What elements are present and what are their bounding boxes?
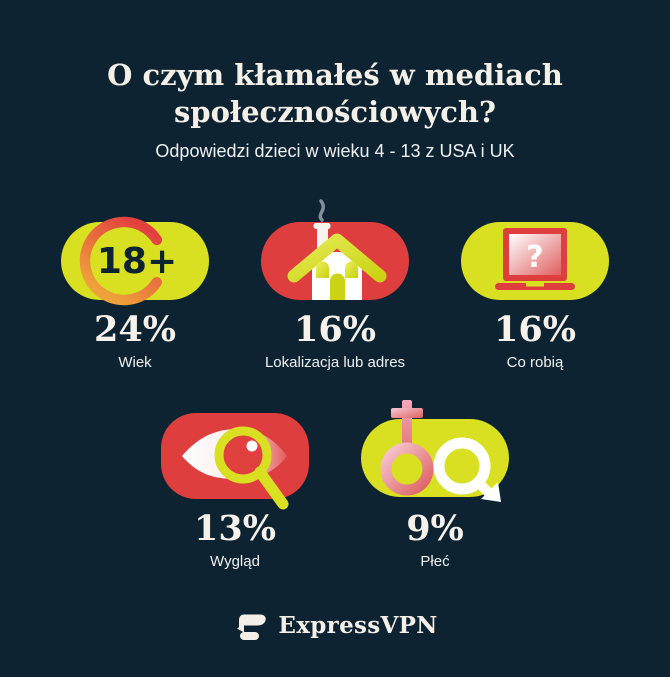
stat-value: 16% [494, 309, 576, 350]
title-line1: O czym kłamałeś w mediach [107, 58, 563, 92]
stat-card-activity: ? 16% Co robią [435, 194, 635, 372]
stat-value: 16% [294, 309, 376, 350]
age-icon-text: 18+ [97, 241, 177, 282]
stats-row-1: 18+ 24% Wiek [35, 194, 635, 372]
footer-brand: ExpressVPN [0, 608, 670, 643]
stat-value: 24% [94, 309, 176, 350]
laptop-question-icon: ? [461, 222, 609, 300]
stat-label: Co robią [506, 354, 564, 371]
stat-card-age: 18+ 24% Wiek [35, 194, 235, 372]
laptop-question-text: ? [526, 240, 543, 275]
stat-label: Lokalizacja lub adres [264, 354, 406, 371]
stats-row-2: 13% Wygląd [135, 395, 535, 571]
stat-label: Wiek [118, 354, 152, 371]
page-title: O czym kłamałeś w mediach społecznościow… [0, 57, 670, 131]
stat-label: Płeć [420, 553, 450, 570]
brand-name: ExpressVPN [278, 612, 438, 639]
stat-value: 9% [406, 508, 464, 549]
title-line2: społecznościowych? [173, 95, 496, 129]
header: O czym kłamałeś w mediach społecznościow… [0, 57, 670, 162]
stat-card-location: 16% Lokalizacja lub adres [235, 194, 435, 372]
stat-card-appearance: 13% Wygląd [135, 395, 335, 571]
expressvpn-logo-icon [237, 614, 267, 640]
stat-label: Wygląd [210, 553, 260, 570]
stat-value: 13% [194, 508, 276, 549]
page-subtitle: Odpowiedzi dzieci w wieku 4 - 13 z USA i… [155, 141, 515, 161]
eye-magnifier-icon [161, 413, 309, 510]
gender-symbols-icon [361, 400, 509, 502]
chimney-smoke [318, 199, 325, 222]
stat-card-gender: 9% Płeć [335, 395, 535, 571]
age-18plus-icon: 18+ [61, 216, 209, 306]
house-icon [261, 199, 409, 300]
